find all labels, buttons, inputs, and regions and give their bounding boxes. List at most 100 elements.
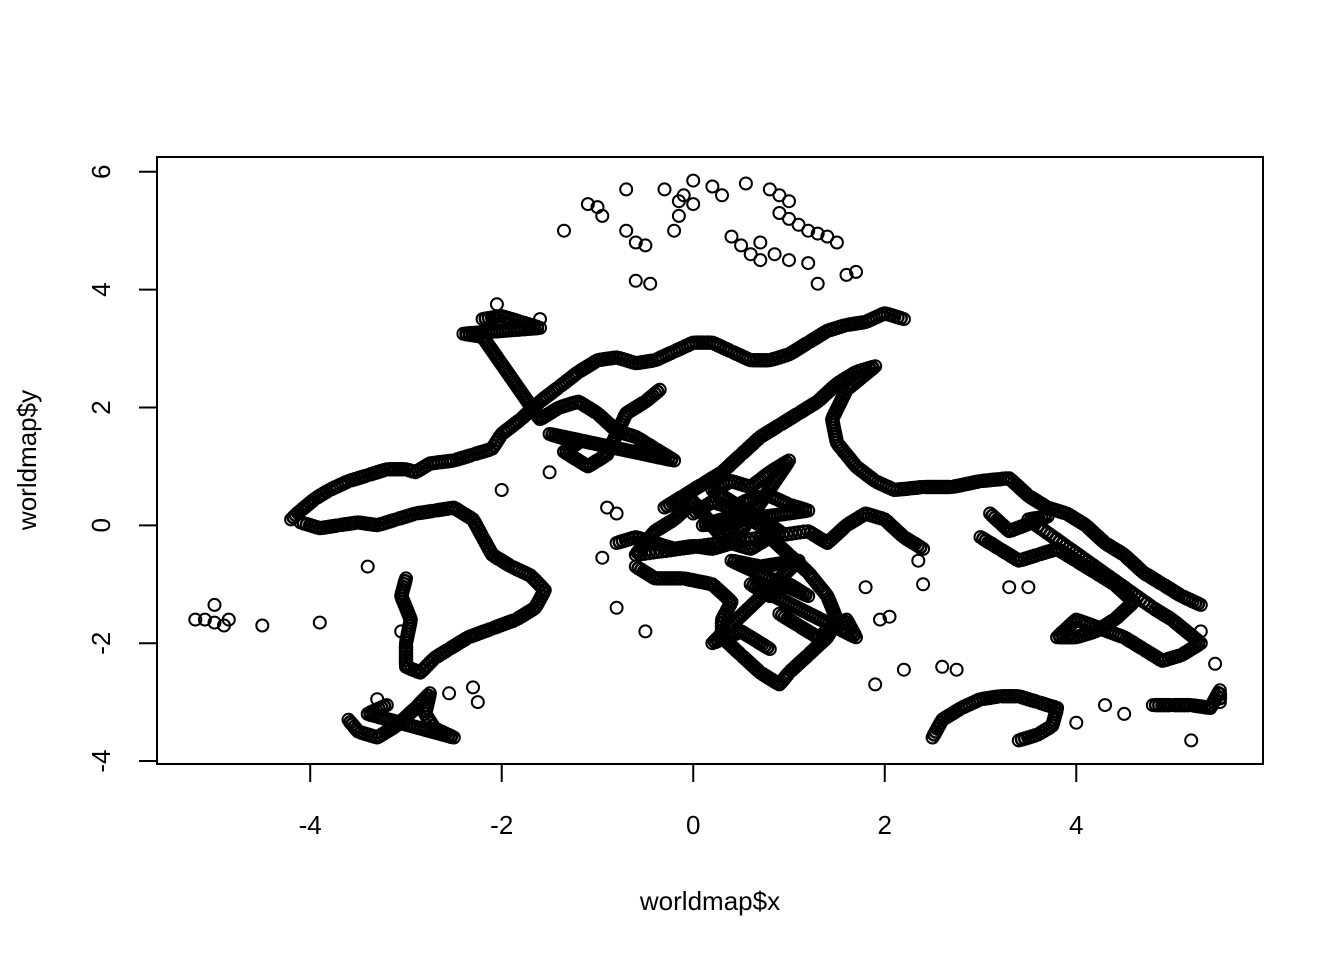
- data-point: [686, 197, 701, 212]
- data-point: [753, 253, 768, 268]
- data-point: [542, 465, 557, 480]
- data-point: [829, 235, 844, 250]
- data-point: [643, 276, 658, 291]
- data-point: [466, 680, 480, 695]
- data-point: [595, 208, 610, 223]
- data-point: [1117, 706, 1132, 721]
- x-axis: -4 -2 0 2 4: [299, 763, 1084, 840]
- x-tick-label: 2: [878, 810, 892, 840]
- y-tick-label: 6: [86, 164, 116, 178]
- data-point: [442, 686, 457, 701]
- y-axis: -4 -2 0 2 4 6: [86, 164, 158, 773]
- data-point: [628, 235, 643, 250]
- data-point: [1212, 690, 1228, 706]
- data-point: [1021, 580, 1036, 595]
- data-point: [255, 618, 270, 633]
- data-point: [983, 506, 998, 521]
- data-point: [705, 179, 720, 194]
- data-point: [188, 612, 203, 627]
- data-point: [557, 223, 571, 238]
- data-point: [619, 223, 634, 238]
- data-point: [1011, 733, 1026, 748]
- points-layer: [188, 173, 1228, 748]
- data-point: [394, 624, 409, 639]
- data-point: [935, 659, 950, 674]
- data-point: [671, 194, 686, 209]
- data-point: [767, 247, 782, 262]
- data-point: [810, 276, 825, 291]
- data-point: [1069, 715, 1084, 730]
- data-point: [858, 580, 873, 595]
- data-point: [753, 235, 768, 250]
- data-point: [1208, 656, 1223, 671]
- data-point: [489, 297, 504, 312]
- data-point: [1098, 698, 1112, 713]
- data-point: [849, 264, 863, 279]
- data-point: [1002, 580, 1017, 595]
- data-point: [1193, 597, 1208, 612]
- data-point: [896, 312, 911, 327]
- data-point: [985, 508, 1000, 523]
- data-point: [868, 677, 883, 692]
- data-point: [762, 642, 777, 657]
- x-tick-label: -2: [490, 810, 513, 840]
- data-point: [312, 615, 327, 630]
- y-tick-label: 2: [86, 400, 116, 414]
- data-point: [916, 577, 931, 592]
- y-axis-label: worldmap$y: [12, 390, 42, 531]
- data-point: [810, 226, 825, 241]
- data-point: [628, 273, 643, 288]
- y-tick-label: -2: [86, 632, 116, 655]
- y-tick-label: -4: [86, 749, 116, 772]
- data-point: [399, 571, 413, 586]
- x-axis-label: worldmap$x: [639, 886, 780, 916]
- data-point: [782, 253, 796, 268]
- data-point: [801, 223, 816, 238]
- data-point: [724, 229, 739, 244]
- data-point: [638, 238, 653, 253]
- data-point: [1193, 624, 1208, 639]
- data-point: [686, 173, 701, 188]
- data-point: [801, 256, 816, 271]
- data-point: [197, 612, 212, 627]
- data-point: [650, 384, 665, 399]
- x-tick-label: 4: [1069, 810, 1083, 840]
- data-point: [911, 553, 926, 568]
- data-point: [609, 506, 624, 521]
- x-tick-label: -4: [299, 810, 322, 840]
- data-point: [494, 483, 509, 497]
- data-point: [221, 612, 236, 627]
- data-point: [360, 559, 375, 574]
- data-point: [370, 692, 385, 707]
- data-point: [896, 662, 911, 677]
- data-point: [738, 176, 753, 191]
- data-point: [638, 624, 653, 639]
- data-point: [1212, 695, 1227, 710]
- data-point: [667, 223, 682, 238]
- data-point: [207, 615, 222, 630]
- data-point: [1184, 733, 1199, 748]
- data-point: [595, 550, 610, 565]
- data-point: [533, 312, 547, 327]
- x-tick-label: 0: [686, 810, 700, 840]
- data-point: [873, 612, 887, 627]
- y-tick-label: 0: [86, 518, 116, 532]
- data-point: [782, 194, 796, 209]
- data-point: [839, 267, 854, 282]
- data-point: [652, 382, 667, 397]
- data-point: [580, 197, 595, 212]
- data-point: [619, 182, 634, 197]
- data-point: [715, 188, 729, 203]
- data-point: [882, 609, 897, 624]
- data-point: [470, 695, 485, 710]
- y-tick-label: 4: [86, 282, 116, 296]
- data-point: [916, 541, 931, 556]
- plot-frame: [156, 156, 1264, 765]
- data-point: [609, 600, 624, 615]
- data-point: [657, 182, 672, 197]
- data-point: [207, 597, 222, 612]
- data-point: [949, 662, 964, 677]
- data-point: [671, 208, 686, 223]
- data-point: [734, 238, 749, 253]
